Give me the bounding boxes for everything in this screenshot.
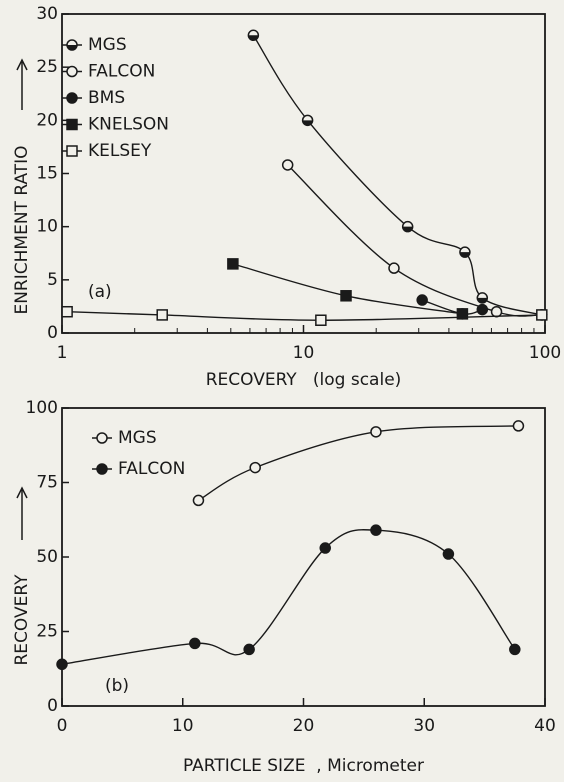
legend-marker [66,65,78,78]
legend-marker [66,118,78,131]
annotation: (b) [105,676,129,696]
x-tick-label: 100 [529,343,561,363]
y-tick-label: 10 [36,217,58,237]
legend-label: FALCON [88,62,155,82]
marker [512,420,525,432]
marker [281,159,294,171]
marker [189,637,201,650]
fit-curve [67,311,542,321]
y-tick-label: 15 [36,164,58,184]
marker [370,524,382,536]
x-axis-label: PARTICLE SIZE , Micrometer [183,756,424,776]
y-axis-label: ENRICHMENT RATIO [12,145,32,314]
marker [476,303,489,316]
marker-half [459,252,470,258]
marker-half [402,226,413,232]
marker [459,246,471,258]
legend-label: FALCON [118,459,185,479]
x-tick-label: 0 [57,716,68,736]
legend-label: BMS [88,88,125,108]
marker [301,114,314,127]
y-axis-label: RECOVERY [12,574,32,666]
x-tick-label: 20 [293,716,315,736]
y-tick-label: 75 [36,473,58,493]
legend-label: MGS [88,35,127,55]
marker [315,314,327,326]
marker [401,220,414,233]
marker [476,292,489,304]
marker [490,305,503,318]
y-tick-label: 25 [36,622,58,642]
y-arrow-head [16,486,28,499]
marker [56,658,68,671]
x-tick-label: 10 [172,716,194,736]
legend-marker [66,145,78,157]
marker-half [477,297,488,303]
marker-half [248,35,259,41]
fit-curve [198,425,519,501]
marker [536,309,548,321]
y-tick-label: 0 [47,323,58,343]
marker [227,258,239,270]
marker [370,426,382,438]
marker [388,262,400,274]
y-tick-label: 20 [36,110,58,130]
legend-label: MGS [118,428,157,448]
marker [456,308,469,320]
marker [442,548,455,560]
x-tick-label: 1 [57,343,68,363]
marker [249,461,261,474]
marker [61,305,73,318]
annotation: (a) [88,282,112,302]
marker [509,643,521,656]
y-tick-label: 30 [36,4,58,24]
y-arrow-head [16,58,28,71]
marker [192,494,205,507]
x-tick-label: 30 [413,716,435,736]
y-tick-label: 50 [36,547,58,567]
marker [247,29,260,42]
y-tick-label: 25 [36,57,58,77]
marker [416,294,428,306]
y-tick-label: 5 [47,270,58,290]
x-axis-label: RECOVERY (log scale) [206,370,402,390]
legend-label: KNELSON [88,115,169,135]
marker [319,542,331,554]
y-tick-label: 0 [47,696,58,716]
marker [340,290,352,302]
marker [156,309,168,321]
y-tick-label: 100 [26,398,58,418]
legend-marker [96,432,108,444]
x-tick-label: 10 [293,343,315,363]
marker [243,643,255,656]
marker-half [302,120,313,126]
marker-half [67,45,77,50]
legend-marker [96,463,108,475]
legend-marker [66,39,78,51]
legend-label: KELSEY [88,141,152,161]
x-tick-label: 40 [534,716,556,736]
legend-marker [66,92,78,104]
